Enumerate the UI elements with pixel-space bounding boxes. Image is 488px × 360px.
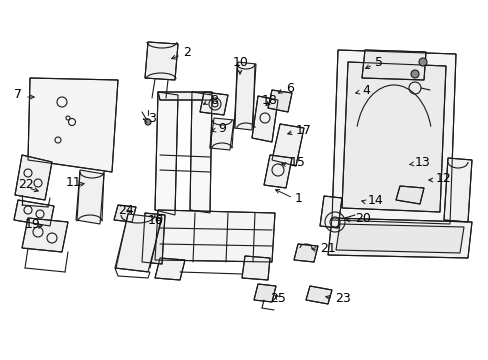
Polygon shape	[305, 286, 331, 304]
Text: 6: 6	[285, 81, 293, 94]
Text: 17: 17	[295, 123, 311, 136]
Polygon shape	[115, 214, 162, 272]
Circle shape	[410, 70, 418, 78]
Polygon shape	[200, 92, 227, 115]
Polygon shape	[331, 50, 455, 224]
Text: 20: 20	[354, 211, 370, 225]
Polygon shape	[361, 50, 425, 80]
Polygon shape	[319, 196, 341, 228]
Polygon shape	[443, 158, 471, 222]
Text: 13: 13	[414, 156, 430, 168]
Text: 21: 21	[319, 242, 335, 255]
Text: 5: 5	[374, 55, 382, 68]
Polygon shape	[242, 256, 269, 280]
Text: 8: 8	[209, 94, 218, 107]
Text: 3: 3	[148, 112, 156, 125]
Polygon shape	[28, 78, 118, 172]
Text: 25: 25	[269, 292, 285, 305]
Polygon shape	[155, 210, 274, 262]
Text: 22: 22	[18, 179, 34, 192]
Polygon shape	[155, 258, 184, 280]
Text: 10: 10	[232, 55, 248, 68]
Text: 7: 7	[14, 89, 22, 102]
Polygon shape	[190, 92, 212, 213]
Text: 19: 19	[25, 219, 41, 231]
Text: 4: 4	[361, 84, 369, 96]
Polygon shape	[155, 92, 178, 215]
Text: 18: 18	[262, 94, 277, 107]
Polygon shape	[251, 96, 278, 142]
Polygon shape	[395, 186, 423, 204]
Polygon shape	[341, 62, 445, 212]
Polygon shape	[271, 124, 304, 166]
Polygon shape	[158, 92, 212, 100]
Polygon shape	[14, 200, 54, 226]
Text: 14: 14	[367, 194, 383, 207]
Text: 12: 12	[435, 171, 451, 184]
Circle shape	[418, 58, 426, 66]
Text: 11: 11	[66, 176, 81, 189]
Polygon shape	[22, 218, 68, 252]
Polygon shape	[253, 284, 275, 302]
Polygon shape	[142, 213, 164, 264]
Polygon shape	[234, 62, 256, 130]
Polygon shape	[264, 155, 291, 188]
Polygon shape	[15, 155, 52, 200]
Polygon shape	[114, 205, 136, 222]
Text: 2: 2	[183, 45, 190, 58]
Polygon shape	[335, 224, 463, 253]
Text: 23: 23	[334, 292, 350, 305]
Polygon shape	[76, 170, 104, 224]
Polygon shape	[293, 244, 317, 262]
Polygon shape	[209, 118, 234, 150]
Text: 15: 15	[289, 157, 305, 170]
Circle shape	[145, 119, 151, 125]
Text: 1: 1	[294, 192, 302, 204]
Polygon shape	[145, 42, 178, 80]
Text: 9: 9	[218, 122, 225, 135]
Polygon shape	[327, 218, 471, 258]
Polygon shape	[267, 90, 291, 112]
Text: 16: 16	[148, 213, 163, 226]
Text: 24: 24	[118, 203, 134, 216]
